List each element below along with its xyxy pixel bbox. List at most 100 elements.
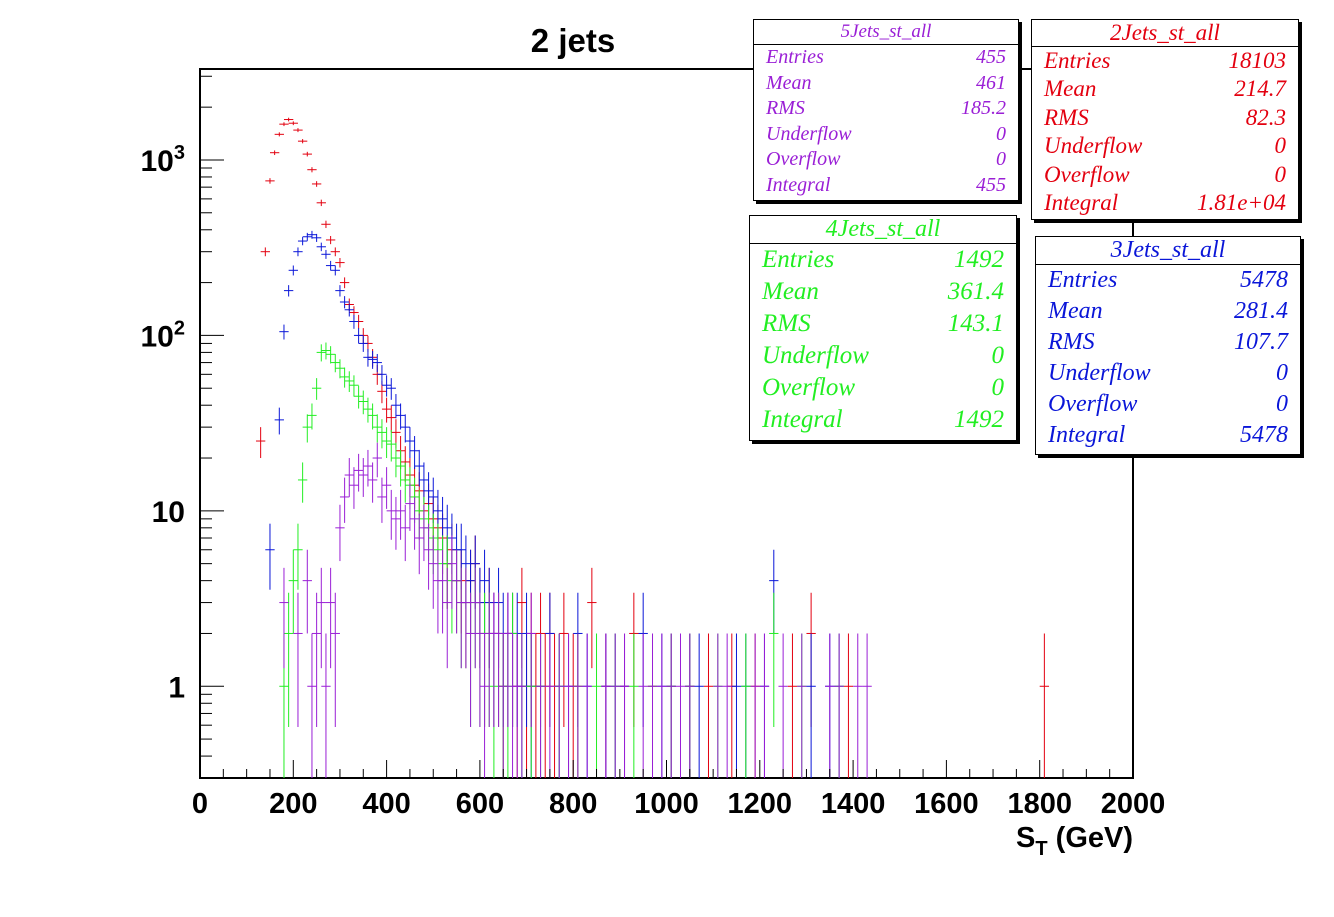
data-point bbox=[339, 296, 350, 309]
stat-row-rms: RMS 82.3 bbox=[1044, 104, 1286, 130]
data-point bbox=[386, 378, 396, 400]
data-point bbox=[344, 371, 354, 392]
data-point bbox=[582, 633, 592, 778]
data-point bbox=[265, 523, 275, 590]
data-point bbox=[601, 633, 611, 778]
stat-row-overflow: Overflow 0 bbox=[762, 374, 1004, 401]
data-point bbox=[442, 567, 452, 669]
data-point bbox=[353, 328, 364, 344]
data-point bbox=[507, 633, 518, 778]
data-point bbox=[517, 633, 527, 778]
data-point bbox=[377, 477, 387, 523]
y-tick-label: 10 bbox=[152, 496, 185, 529]
data-point bbox=[358, 458, 368, 497]
x-tick-label: 600 bbox=[456, 788, 504, 820]
data-point bbox=[293, 523, 303, 590]
stat-box-title: 4Jets_st_all bbox=[750, 216, 1016, 244]
data-point bbox=[381, 467, 392, 509]
data-point bbox=[335, 258, 345, 268]
data-point bbox=[265, 178, 275, 184]
data-point bbox=[456, 567, 466, 669]
data-layer bbox=[255, 117, 1050, 778]
x-axis-title-unit: (GeV) bbox=[1056, 822, 1133, 854]
stat-box-2jets[interactable]: 2Jets_st_all Entries 18103 Mean 214.7 RMS 8… bbox=[1031, 19, 1299, 220]
data-point bbox=[283, 285, 294, 297]
stat-row-underflow: Underflow 0 bbox=[762, 342, 1004, 369]
data-point bbox=[391, 496, 401, 550]
data-point bbox=[395, 449, 406, 487]
data-point bbox=[386, 405, 396, 432]
data-point bbox=[302, 414, 312, 443]
data-point bbox=[307, 633, 317, 778]
data-point bbox=[349, 314, 359, 329]
data-point bbox=[512, 633, 522, 778]
data-point bbox=[535, 633, 546, 778]
data-point bbox=[339, 277, 350, 289]
x-axis-title-sub: T bbox=[1035, 838, 1047, 860]
data-point bbox=[713, 633, 723, 778]
x-tick-label: 1000 bbox=[634, 788, 699, 820]
stat-row-entries: Entries 455 bbox=[766, 46, 1006, 68]
data-point bbox=[335, 285, 345, 297]
x-tick-label: 1200 bbox=[728, 788, 793, 820]
data-point bbox=[493, 592, 504, 728]
data-point bbox=[405, 427, 415, 459]
data-point bbox=[302, 549, 312, 634]
stat-row-integral: Integral 1.81e+04 bbox=[1044, 189, 1286, 215]
data-point bbox=[381, 397, 392, 423]
data-point bbox=[428, 535, 438, 609]
stat-row-mean: Mean 214.7 bbox=[1044, 76, 1286, 102]
data-point bbox=[381, 375, 392, 397]
data-point bbox=[274, 407, 284, 435]
data-point bbox=[386, 489, 396, 540]
data-point bbox=[321, 220, 331, 229]
data-point bbox=[703, 633, 714, 778]
data-point bbox=[288, 121, 298, 126]
data-point bbox=[321, 633, 331, 778]
data-point bbox=[335, 504, 345, 562]
data-point bbox=[367, 350, 378, 369]
data-point bbox=[297, 139, 308, 144]
stat-row-overflow: Overflow 0 bbox=[1048, 391, 1288, 417]
stat-row-integral: Integral 5478 bbox=[1048, 422, 1288, 448]
x-tick-label: 2000 bbox=[1101, 788, 1166, 820]
stat-row-overflow: Overflow 0 bbox=[766, 148, 1006, 170]
data-point bbox=[307, 167, 317, 173]
data-point bbox=[400, 504, 410, 562]
data-point bbox=[279, 122, 289, 127]
data-point bbox=[269, 150, 280, 156]
data-point bbox=[367, 462, 378, 503]
data-point bbox=[349, 467, 359, 509]
x-axis-title-main: S bbox=[1016, 822, 1035, 854]
data-point bbox=[433, 549, 443, 634]
stat-row-rms: RMS 185.2 bbox=[766, 97, 1006, 119]
data-point bbox=[409, 496, 420, 550]
data-point bbox=[549, 633, 560, 778]
data-point bbox=[344, 458, 354, 497]
stat-box-5jets[interactable]: 5Jets_st_all Entries 455 Mean 461 RMS 185.2… bbox=[753, 19, 1019, 201]
stat-box-4jets[interactable]: 4Jets_st_all Entries 1492 Mean 361.4 RMS 14… bbox=[749, 215, 1017, 441]
axis-layer: 0 200 400 600 800 1000 1200 1400 1600 1800 2000 1 10… bbox=[141, 75, 1166, 820]
data-point bbox=[283, 117, 294, 122]
data-point bbox=[423, 523, 434, 590]
title-background bbox=[520, 18, 626, 68]
x-tick-label: 0 bbox=[192, 788, 208, 820]
data-point bbox=[489, 592, 499, 728]
y-tick-label: 1 bbox=[168, 671, 185, 704]
stat-box-3jets[interactable]: 3Jets_st_all Entries 5478 Mean 281.4 RMS 10… bbox=[1035, 236, 1301, 455]
data-point bbox=[503, 592, 513, 728]
data-point bbox=[372, 442, 382, 478]
stat-row-mean: Mean 361.4 bbox=[762, 278, 1004, 305]
data-point bbox=[451, 549, 462, 634]
data-point bbox=[400, 414, 410, 443]
series-5Jets_st_all bbox=[279, 442, 872, 778]
data-point bbox=[377, 365, 387, 385]
stat-row-entries: Entries 18103 bbox=[1044, 48, 1286, 73]
data-point bbox=[475, 592, 485, 728]
data-point bbox=[279, 567, 289, 669]
stat-row-integral: Integral 455 bbox=[766, 173, 1006, 196]
data-point bbox=[367, 403, 378, 430]
data-point bbox=[465, 592, 476, 728]
data-point bbox=[405, 483, 415, 531]
